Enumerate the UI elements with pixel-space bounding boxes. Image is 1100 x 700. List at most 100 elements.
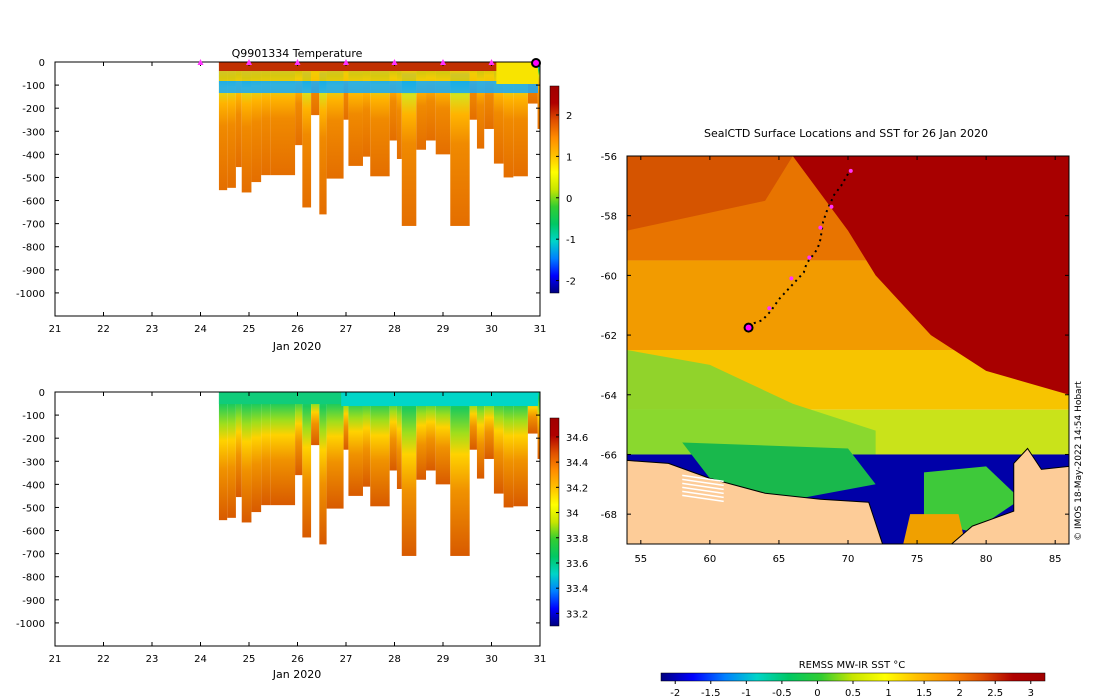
x-tick-label: 30 [485, 324, 498, 335]
profile-marker [440, 59, 446, 65]
profile-marker [488, 59, 495, 65]
profile-marker [391, 59, 398, 65]
temperature-y-axis: 0 -100 -200 -300 -400 -500 -600 -700 -800 -900 -10… [16, 58, 540, 300]
dive-profile [295, 62, 303, 146]
dive-profile [484, 392, 494, 459]
profile-marker [246, 59, 252, 65]
dive-profile [251, 62, 262, 183]
salinity-y-axis: 0 -100 -200 -300 -400 -500 -600 -700 -800 -900 -10… [16, 388, 540, 630]
y-tick-label: -700 [22, 550, 45, 561]
salinity-colorbar [549, 417, 560, 627]
dive-profile [503, 62, 514, 178]
dive-profile [319, 62, 327, 215]
x-tick-label: 25 [243, 324, 256, 335]
dive-profile [241, 62, 252, 193]
dive-profile [295, 392, 303, 476]
land-mass [950, 447, 1069, 544]
map-profile-marker [767, 306, 772, 311]
profile-marker [197, 59, 204, 65]
temperature-colorbar-ticks: 2 1 0 -1 -2 [556, 111, 576, 288]
sst-colorbar-tick-label: -1.5 [701, 688, 721, 699]
dive-profile [227, 62, 236, 188]
salinity-colorbar-ticks: 34.6 34.4 34.2 34 33.8 33.6 33.4 33.2 [556, 433, 588, 620]
map-profile-marker [829, 204, 834, 209]
temperature-section-chart: Q9901334 Temperature 0 -100 -200 -300 -400 -5… [16, 47, 576, 353]
x-tick-label: 27 [340, 324, 353, 335]
y-tick-label: -800 [22, 243, 45, 254]
x-tick-label: 28 [388, 324, 401, 335]
warm-water-region [792, 156, 1069, 395]
ice-shelf-stripe [682, 490, 724, 499]
y-tick-label: -800 [22, 573, 45, 584]
sst-colorbar-tick-label: 0 [814, 688, 820, 699]
x-tick-label: 29 [437, 654, 450, 665]
lon-tick-label: 70 [842, 554, 855, 565]
dive-profile [319, 392, 327, 545]
dive-profile [493, 62, 504, 164]
profile-marker [343, 59, 349, 65]
dive-profile [251, 392, 262, 513]
colorbar-tick-label: 34.6 [566, 433, 588, 444]
warm-polynya [903, 514, 966, 544]
dive-profile [527, 392, 538, 434]
x-tick-label: 22 [97, 324, 110, 335]
sst-colorbar-tick-label: -2 [670, 688, 680, 699]
y-tick-label: -200 [22, 104, 45, 115]
map-current-position [743, 322, 754, 333]
dive-profile [218, 62, 228, 191]
dive-profile [416, 62, 427, 150]
dive-profile [476, 392, 485, 479]
dive-profile [311, 392, 320, 446]
lon-tick-label: 60 [704, 554, 717, 565]
dive-profile [503, 392, 514, 508]
x-tick-label: 28 [388, 654, 401, 665]
x-tick-label: 31 [534, 324, 547, 335]
ice-shelf-stripe [682, 474, 724, 483]
dive-profile [261, 392, 271, 506]
x-tick-label: 26 [291, 324, 304, 335]
sst-colorbar-tick-label: 2 [956, 688, 962, 699]
y-tick-label: -600 [22, 197, 45, 208]
y-tick-label: 0 [39, 388, 45, 399]
dive-profile [348, 392, 363, 496]
dive-profile [401, 392, 417, 556]
ice-shelf-stripe [682, 486, 724, 495]
temperature-chart-title: Q9901334 Temperature [232, 47, 363, 60]
y-tick-label: -300 [22, 457, 45, 468]
late-warm-layer [496, 62, 538, 84]
profile-marker [294, 59, 301, 65]
dive-profile [484, 62, 494, 129]
x-tick-label: 22 [97, 654, 110, 665]
colorbar-tick-label: 2 [566, 111, 572, 122]
colorbar-tick-label: 34.4 [566, 458, 588, 469]
dive-profile [370, 392, 390, 507]
lon-tick-label: 65 [773, 554, 786, 565]
y-tick-label: -300 [22, 127, 45, 138]
colorbar-tick-label: 34 [566, 509, 579, 520]
lat-tick-label: -66 [601, 450, 617, 461]
map-profile-marker [848, 168, 853, 173]
y-tick-label: -1000 [16, 289, 45, 300]
dive-profile [218, 392, 228, 521]
dive-profile [537, 392, 540, 459]
seal-track [743, 168, 853, 333]
surface-warm-layer [218, 62, 538, 71]
lat-tick-label: -62 [601, 331, 617, 342]
salinity-x-axis: 21 22 23 24 25 26 27 28 29 30 31 [49, 392, 546, 665]
map-title: SealCTD Surface Locations and SST for 26… [704, 127, 988, 140]
sst-colorbar-tick-label: -0.5 [772, 688, 792, 699]
colorbar-tick-label: 33.4 [566, 584, 588, 595]
dive-profile [401, 62, 417, 226]
y-tick-label: -400 [22, 150, 45, 161]
y-tick-label: 0 [39, 58, 45, 69]
y-tick-label: -400 [22, 480, 45, 491]
dive-profile [426, 392, 436, 471]
sst-field-layer [627, 156, 1069, 544]
x-tick-label: 24 [194, 654, 207, 665]
map-profile-marker [818, 225, 823, 230]
sst-colorbar-tick-label: 0.5 [845, 688, 861, 699]
colorbar-tick-label: 34.2 [566, 483, 588, 494]
dive-profile [513, 392, 528, 507]
dive-profile [343, 392, 349, 450]
dive-profile [302, 62, 312, 208]
